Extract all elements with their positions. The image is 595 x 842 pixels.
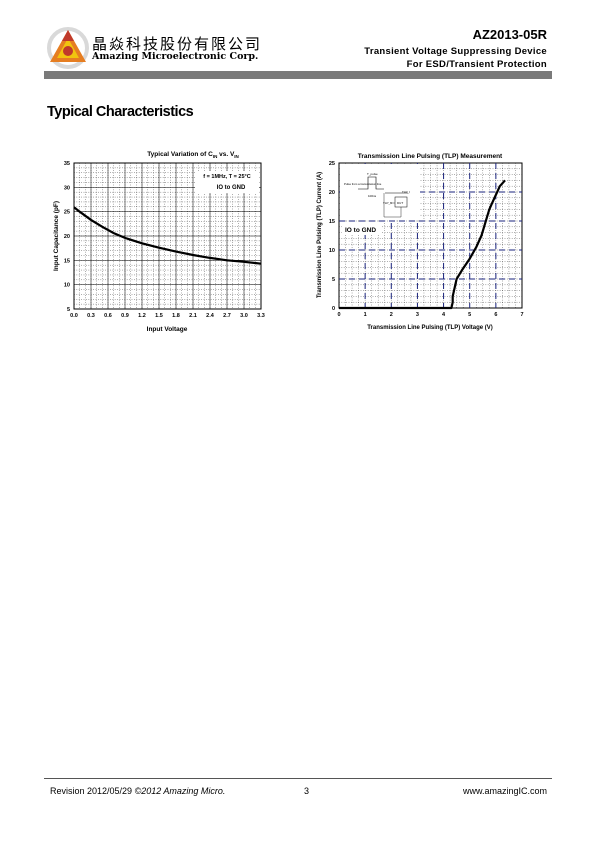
capacitance-chart: Typical Variation of CIN vs. VIN 0.0 0.3 0… <box>53 151 265 333</box>
chart1-xtick-label: 1.2 <box>138 313 146 319</box>
product-description-line2: For ESD/Transient Protection <box>406 59 547 70</box>
chart1-xtick-label: 0.3 <box>87 313 95 319</box>
chart1-annotation-conditions: f = 1MHz, T = 25°C <box>203 174 250 180</box>
chart2-ytick-label: 5 <box>332 277 335 283</box>
chart1-xtick-label: 0.9 <box>121 313 129 319</box>
chart2-annotation: IO to GND <box>345 227 376 234</box>
chart1-ytick-label: 10 <box>64 283 70 289</box>
chart1-ytick-label: 30 <box>64 185 70 191</box>
inset-100ns: 100ns <box>368 194 377 198</box>
chart2-title: Transmission Line Pulsing (TLP) Measurem… <box>358 153 503 160</box>
chart1-annotation-box <box>195 171 259 193</box>
tlp-circuit-inset: T_pulse Pulse from a transmission line 1… <box>340 164 420 219</box>
chart2-xlabel: Transmission Line Pulsing (TLP) Voltage … <box>367 325 493 331</box>
inset-pulse-text: Pulse from a transmission line <box>344 182 382 186</box>
document-header: AZ2013-05R Transient Voltage Suppressing… <box>364 27 547 70</box>
chart2-tick-labels: 0 1 2 3 4 5 6 7 0 5 10 15 20 25 <box>329 161 524 318</box>
chart2-xtick-label: 2 <box>390 312 393 318</box>
inset-tlp-v: TLP_V <box>383 201 392 205</box>
chart1-ytick-label: 25 <box>64 210 70 216</box>
chart1-xtick-label: 3.3 <box>257 313 265 319</box>
website-link[interactable]: www.amazingIC.com <box>462 786 547 796</box>
chart1-ytick-label: 5 <box>67 307 70 313</box>
chart1-tick-labels: 0.0 0.3 0.6 0.9 1.2 1.5 1.8 2.1 2.4 2.7 3.0 3.3 5 10 1… <box>64 161 265 319</box>
chart2-xtick-label: 7 <box>520 312 523 318</box>
chart2-xtick-label: 4 <box>442 312 446 318</box>
footer-divider <box>44 778 552 779</box>
chart2-ytick-label: 15 <box>329 219 335 225</box>
chart1-xtick-label: 1.5 <box>155 313 163 319</box>
chart1-ylabel: Input Capacitance (pF) <box>53 201 60 271</box>
chart2-xtick-label: 0 <box>337 312 340 318</box>
chart2-ytick-label: 0 <box>332 306 335 312</box>
chart1-xlabel: Input Voltage <box>147 326 188 333</box>
chart1-xtick-label: 2.7 <box>223 313 231 319</box>
chart2-ytick-label: 25 <box>329 161 335 167</box>
chart1-series-line <box>73 206 262 265</box>
chart2-xtick-label: 1 <box>364 312 367 318</box>
inset-pulse-label: T_pulse <box>367 172 378 176</box>
chart1-xtick-label: 0.0 <box>70 313 78 319</box>
part-number: AZ2013-05R <box>472 27 547 42</box>
chart1-xtick-label: 2.1 <box>189 313 197 319</box>
company-name-chinese: 晶焱科技股份有限公司 <box>92 35 263 53</box>
page-number: 3 <box>304 786 310 796</box>
chart2-series-line <box>339 179 506 310</box>
chart2-xtick-label: 5 <box>468 312 471 318</box>
chart1-annotation-label: IO to GND <box>217 185 246 191</box>
chart2-ylabel: Transmission Line Pulsing (TLP) Current … <box>317 172 323 298</box>
chart1-title: Typical Variation of CIN vs. VIN <box>147 151 239 159</box>
chart1-xtick-label: 2.4 <box>206 313 215 319</box>
section-title: Typical Characteristics <box>47 104 194 120</box>
chart1-xtick-label: 3.0 <box>240 313 248 319</box>
chart1-ytick-label: 15 <box>64 258 70 264</box>
chart2-xtick-label: 3 <box>416 312 419 318</box>
company-logo <box>47 27 89 69</box>
chart1-ytick-label: 20 <box>64 234 70 240</box>
inset-dut: DUT <box>397 201 403 205</box>
inset-tlp-i: TLP_I <box>402 190 410 194</box>
chart2-grid <box>339 163 522 308</box>
chart1-xtick-label: 0.6 <box>104 313 112 319</box>
copyright: ©2012 Amazing Micro. <box>134 786 226 796</box>
inset-pulse-waveform <box>358 176 384 190</box>
chart2-xtick-label: 6 <box>494 312 497 318</box>
product-description-line1: Transient Voltage Suppressing Device <box>364 46 547 57</box>
tlp-chart: Transmission Line Pulsing (TLP) Measurem… <box>317 153 524 331</box>
company-name-english: Amazing Microelectronic Corp. <box>92 51 259 62</box>
header-divider-bar <box>44 71 552 79</box>
chart2-ytick-label: 10 <box>329 248 335 254</box>
revision-date: Revision 2012/05/29 <box>50 786 133 796</box>
chart1-ytick-label: 35 <box>64 161 70 167</box>
footer-revision: Revision 2012/05/29 ©2012 Amazing Micro. <box>50 786 225 796</box>
chart2-annotation-box <box>342 223 382 235</box>
chart1-xtick-label: 1.8 <box>172 313 180 319</box>
chart2-ytick-label: 20 <box>329 190 335 196</box>
